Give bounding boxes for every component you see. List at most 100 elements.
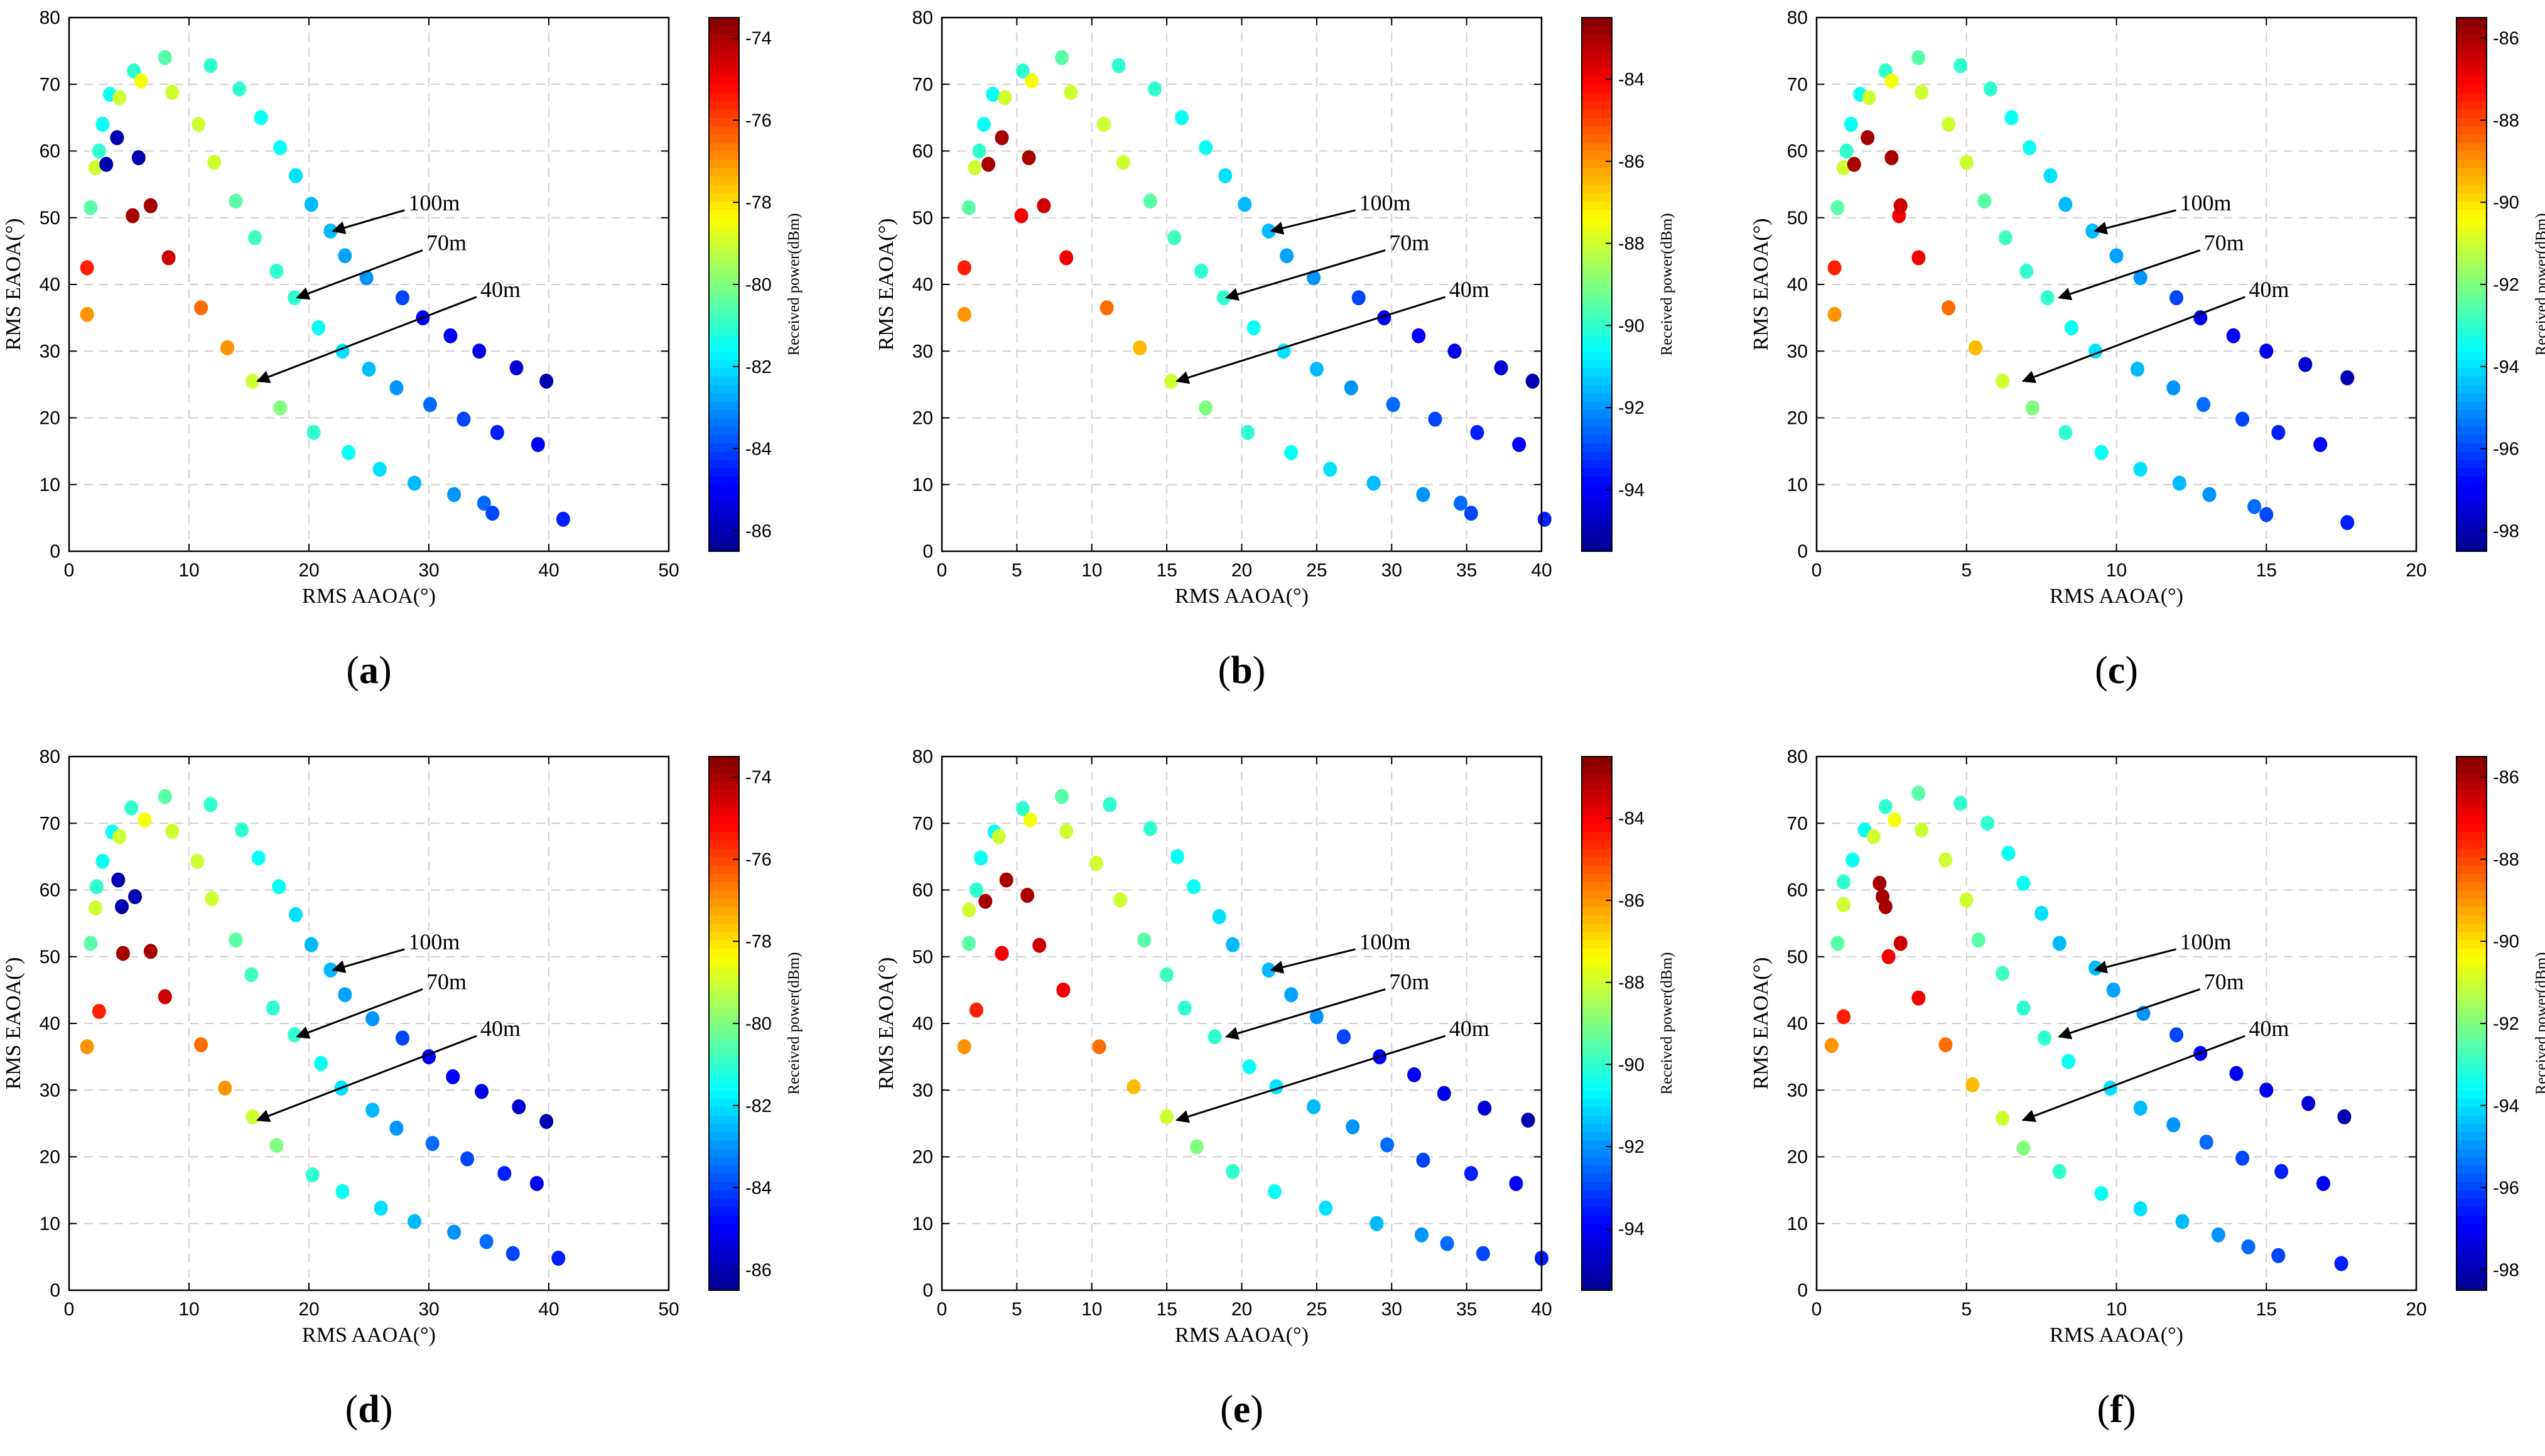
y-tick-label: 40 — [1787, 1013, 1808, 1034]
data-point — [1177, 1000, 1192, 1016]
data-point — [1844, 117, 1858, 132]
colorbar-segment — [709, 981, 739, 991]
colorbar-segment — [709, 823, 739, 833]
data-point — [995, 946, 1009, 961]
colorbar-segment — [1582, 242, 1612, 252]
colorbar-segment — [1582, 168, 1612, 176]
data-point — [1969, 340, 1983, 355]
y-tick-label: 0 — [50, 1280, 60, 1301]
y-tick-label: 0 — [922, 1280, 933, 1301]
colorbar-tick-label: -86 — [745, 521, 772, 541]
annotation-label: 100m — [408, 929, 460, 954]
data-point — [1015, 63, 1030, 78]
y-tick-label: 10 — [1787, 1214, 1808, 1234]
colorbar-segment — [2456, 1207, 2487, 1216]
colorbar-segment — [2456, 1215, 2487, 1224]
y-tick-label: 40 — [912, 1013, 933, 1034]
data-point — [2247, 499, 2262, 514]
data-point — [1938, 1037, 1953, 1052]
colorbar-segment — [709, 814, 739, 824]
data-point — [1888, 812, 1902, 828]
annotation-arrow — [1224, 249, 1386, 301]
y-tick-label: 80 — [912, 747, 933, 767]
data-point — [143, 944, 158, 959]
colorbar-segment — [1582, 334, 1612, 343]
data-point — [2037, 1030, 2051, 1046]
colorbar-tick-label: -98 — [2493, 1260, 2519, 1280]
data-point — [1386, 397, 1400, 413]
data-point — [335, 1184, 350, 1199]
x-axis-label: RMS AAOA(°) — [2050, 1324, 2183, 1347]
data-point — [304, 937, 318, 952]
data-point — [976, 117, 991, 132]
colorbar-segment — [2456, 948, 2487, 957]
colorbar-segment — [709, 367, 739, 377]
colorbar-segment — [709, 517, 739, 527]
data-point — [143, 198, 158, 213]
colorbar-segment — [1582, 192, 1612, 202]
data-point — [1032, 937, 1047, 953]
data-point — [1893, 936, 1908, 951]
colorbar-segment — [1582, 907, 1612, 915]
data-point — [272, 879, 286, 895]
colorbar-segment — [709, 59, 739, 68]
colorbar-segment — [1582, 1065, 1612, 1074]
data-point — [961, 200, 976, 215]
data-point — [2106, 982, 2121, 998]
colorbar-segment — [709, 882, 739, 891]
data-point — [229, 193, 243, 209]
data-point — [1377, 310, 1391, 326]
colorbar-tick-label: -90 — [1618, 1055, 1645, 1075]
data-point — [84, 936, 98, 951]
x-tick-label: 15 — [2256, 560, 2277, 581]
data-point — [338, 248, 352, 264]
data-point — [1148, 81, 1162, 97]
colorbar-segment — [709, 956, 739, 966]
colorbar-segment — [2456, 59, 2487, 68]
colorbar-segment — [709, 1256, 739, 1266]
data-point — [2175, 1214, 2190, 1229]
y-tick-label: 60 — [40, 880, 60, 901]
data-point — [551, 1251, 566, 1266]
y-tick-label: 20 — [1787, 1147, 1808, 1168]
colorbar-segment — [1582, 526, 1612, 536]
colorbar-segment — [1582, 773, 1612, 782]
colorbar-segment — [2456, 418, 2487, 427]
data-point — [2019, 263, 2034, 279]
y-tick-label: 50 — [40, 208, 60, 229]
colorbar-segment — [1582, 898, 1612, 907]
annotation-label: 70m — [426, 969, 467, 995]
data-point — [1194, 263, 1209, 279]
colorbar-segment — [2456, 1140, 2487, 1149]
colorbar-segment — [1582, 134, 1612, 143]
x-tick-label: 0 — [937, 560, 948, 581]
colorbar-segment — [1582, 1057, 1612, 1066]
data-point — [1160, 967, 1174, 983]
data-point — [1509, 1176, 1523, 1191]
colorbar-segment — [2456, 1182, 2487, 1191]
data-point — [2040, 290, 2055, 306]
colorbar-segment — [1582, 493, 1612, 502]
data-point — [266, 1000, 280, 1016]
colorbar-segment — [709, 534, 739, 544]
data-point — [95, 117, 110, 132]
colorbar-segment — [709, 293, 739, 302]
colorbar-segment — [709, 509, 739, 519]
colorbar-segment — [2456, 1148, 2487, 1158]
x-axis-label: RMS AAOA(°) — [302, 585, 436, 608]
colorbar-segment — [1582, 814, 1612, 824]
data-point — [2052, 936, 2067, 951]
colorbar-segment — [709, 806, 739, 816]
colorbar-segment — [2456, 42, 2487, 51]
y-tick-label: 70 — [40, 813, 60, 834]
colorbar-segment — [1582, 1032, 1612, 1041]
colorbar-segment — [709, 873, 739, 882]
x-tick-label: 5 — [1961, 1299, 1972, 1320]
y-tick-label: 70 — [1787, 813, 1808, 834]
colorbar-segment — [709, 359, 739, 369]
colorbar-segment — [2456, 342, 2487, 352]
colorbar-segment — [709, 831, 739, 841]
y-tick-label: 10 — [40, 1214, 60, 1234]
data-point — [342, 445, 356, 460]
data-point — [92, 1003, 106, 1019]
